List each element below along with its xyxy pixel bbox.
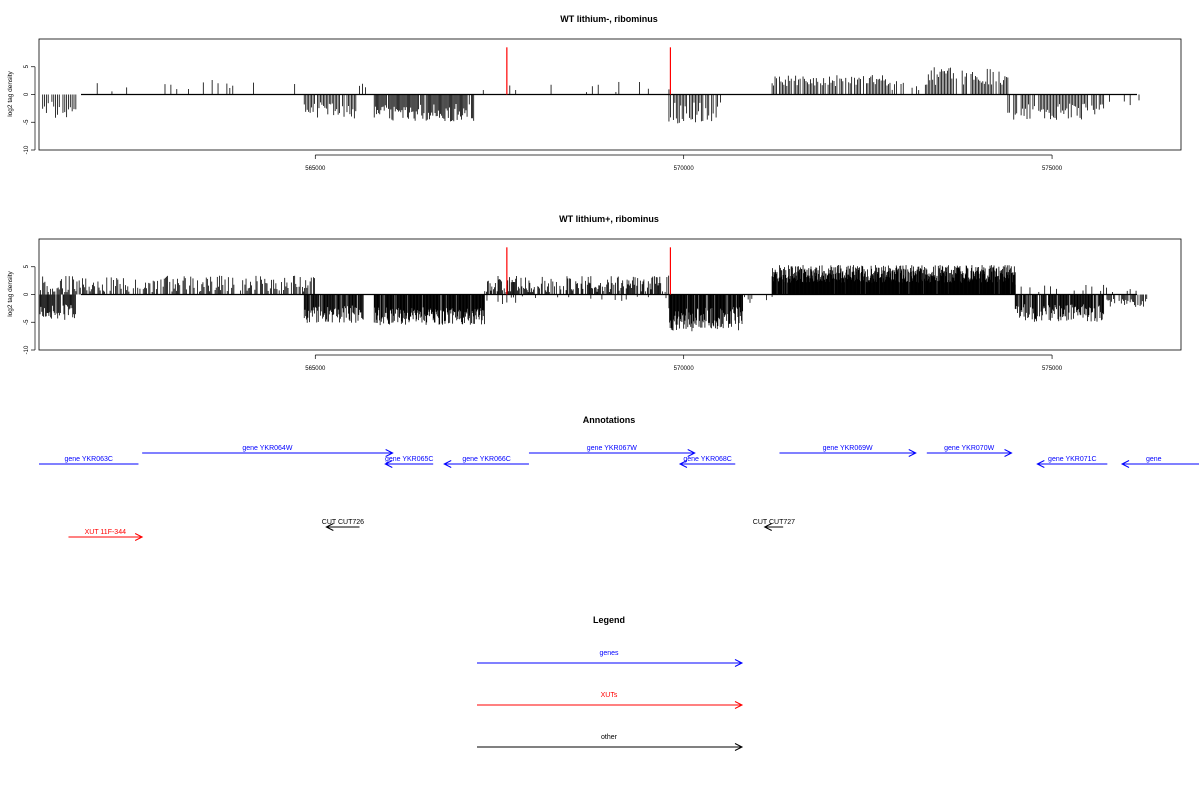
x-tick-label: 570000	[674, 366, 695, 372]
arrowhead-right	[385, 449, 394, 457]
feature-label: CUT CUT727	[753, 519, 795, 526]
legend-entry: XUTs	[477, 692, 744, 709]
arrowhead-right	[134, 533, 144, 541]
legend-entry-label: genes	[599, 650, 619, 657]
arrowhead-right	[734, 743, 744, 751]
x-tick-label: 570000	[674, 166, 695, 172]
y-tick-label: 5	[24, 64, 30, 68]
legend-entry-label: other	[601, 734, 618, 741]
annotation-feature: gene YKR067W	[528, 445, 696, 457]
plot-frame	[38, 38, 1182, 151]
y-axis-label: log2 tag density	[7, 70, 14, 116]
legend-entry: genes	[477, 650, 744, 667]
arrowhead-left	[678, 460, 688, 468]
annotations-panel: Annotations gene YKR063C gene YKR064W gene…	[39, 415, 1199, 541]
panel-title: WT lithium+, ribominus	[559, 214, 659, 224]
arrowhead-left	[325, 523, 334, 531]
arrowhead-right	[687, 449, 696, 457]
annotation-feature: gene YKR070W	[926, 445, 1013, 457]
y-axis-label: log2 tag density	[7, 270, 14, 316]
annotation-feature: gene	[1120, 456, 1199, 468]
annotations-title: Annotations	[583, 415, 636, 425]
arrowhead-left	[763, 523, 772, 531]
feature-label: gene YKR065C	[385, 456, 434, 463]
x-tick-label: 575000	[1042, 366, 1063, 372]
x-tick-label: 565000	[305, 166, 326, 172]
coverage-panel-lithium-plus: WT lithium+, ribominus log2 tag density …	[7, 214, 1182, 372]
annotation-feature: gene YKR069W	[779, 445, 917, 457]
arrowhead-right	[908, 449, 917, 457]
legend-title: Legend	[593, 615, 625, 625]
annotation-feature: XUT 11F-344	[68, 529, 144, 541]
annotation-feature: gene YKR071C	[1036, 456, 1108, 468]
arrowhead-left	[1120, 460, 1130, 468]
legend-entry: other	[477, 734, 744, 751]
legend-entry-label: XUTs	[601, 692, 618, 699]
arrowhead-right	[1004, 449, 1013, 457]
y-tick-label: -5	[24, 319, 30, 325]
arrowhead-left	[443, 460, 452, 468]
feature-label: gene YKR069W	[823, 445, 873, 452]
feature-label: gene YKR068C	[683, 456, 732, 463]
signal-bars	[42, 67, 1140, 124]
x-tick-label: 565000	[305, 366, 326, 372]
y-tick-label: 0	[24, 292, 30, 296]
annotation-feature: CUT CUT726	[322, 519, 364, 531]
signal-bars	[39, 265, 1148, 332]
annotation-feature: gene YKR068C	[678, 456, 736, 468]
arrowhead-left	[1036, 460, 1045, 468]
y-tick-label: -5	[24, 119, 30, 125]
annotation-feature: CUT CUT727	[753, 519, 795, 531]
feature-label: CUT CUT726	[322, 519, 364, 526]
annotation-feature: gene YKR063C	[39, 456, 139, 465]
arrowhead-right	[734, 659, 744, 667]
feature-label: gene YKR067W	[587, 445, 637, 452]
y-tick-label: 5	[24, 264, 30, 268]
legend-panel: Legend genes XUTs other	[477, 615, 744, 751]
feature-label: gene YKR071C	[1048, 456, 1097, 463]
arrowhead-right	[734, 701, 744, 709]
feature-label: gene YKR066C	[462, 456, 511, 463]
arrowhead-left	[384, 460, 393, 468]
y-tick-label: 0	[24, 92, 30, 96]
feature-label: gene YKR063C	[64, 456, 113, 463]
feature-label: gene	[1146, 456, 1162, 463]
annotation-feature: gene YKR065C	[384, 456, 434, 468]
feature-label: XUT 11F-344	[85, 529, 126, 536]
feature-label: gene YKR070W	[944, 445, 994, 452]
x-tick-label: 575000	[1042, 166, 1063, 172]
plot-frame	[38, 238, 1182, 351]
y-tick-label: -10	[24, 345, 30, 354]
panel-title: WT lithium-, ribominus	[560, 14, 658, 24]
annotation-feature: gene YKR064W	[142, 445, 394, 457]
coverage-panel-lithium-minus: WT lithium-, ribominus log2 tag density …	[7, 14, 1182, 172]
y-tick-label: -10	[24, 145, 30, 154]
annotation-feature: gene YKR066C	[443, 456, 529, 468]
feature-label: gene YKR064W	[242, 445, 292, 452]
